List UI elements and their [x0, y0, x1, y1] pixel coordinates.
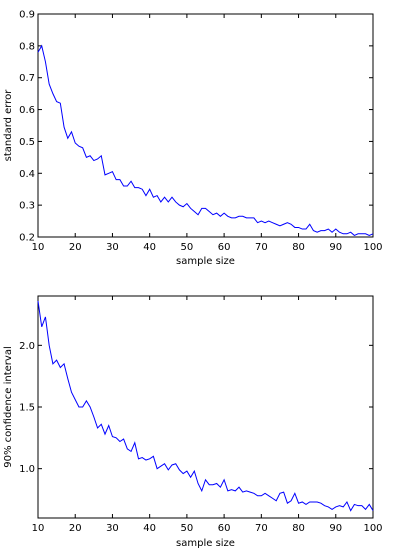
- x-tick-label: 90: [329, 242, 342, 253]
- x-tick-label: 40: [143, 242, 156, 253]
- x-tick-label: 10: [32, 242, 45, 253]
- y-tick-label: 1.0: [19, 464, 35, 475]
- x-tick-label: 10: [32, 523, 45, 534]
- x-tick-label: 60: [218, 523, 231, 534]
- series-line: [37, 300, 374, 512]
- x-tick-label: 50: [181, 242, 194, 253]
- y-tick-label: 0.3: [19, 201, 35, 212]
- x-tick-label: 80: [292, 242, 305, 253]
- y-axis-label: standard error: [3, 89, 14, 162]
- x-tick-label: 70: [255, 242, 268, 253]
- x-axis-label: sample size: [176, 256, 235, 267]
- x-tick-label: 100: [363, 242, 382, 253]
- x-tick-label: 20: [69, 242, 82, 253]
- x-tick-label: 40: [143, 523, 156, 534]
- x-tick-label: 100: [363, 523, 382, 534]
- confidence-interval-plot: 10 20 30 40 50 60 70 80 90 100 1.0 1.5 2.0 sample siz…: [3, 295, 383, 549]
- x-tick-label: 80: [292, 523, 305, 534]
- y-tick-label: 0.7: [19, 73, 35, 84]
- x-axis-label: sample size: [176, 538, 235, 549]
- y-tick-label: 1.5: [19, 403, 35, 414]
- y-tick-label: 0.8: [19, 41, 35, 52]
- x-tick-label: 70: [255, 523, 268, 534]
- series-line: [37, 44, 374, 236]
- plot-frame: [37, 295, 374, 519]
- y-tick-label: 2.0: [19, 341, 35, 352]
- x-tick-label: 50: [181, 523, 194, 534]
- y-tick-label: 0.4: [19, 169, 35, 180]
- y-axis-label: 90% confidence interval: [3, 346, 14, 467]
- x-tick-label: 30: [106, 523, 119, 534]
- x-tick-label: 60: [218, 242, 231, 253]
- y-tick-label: 0.9: [19, 10, 35, 21]
- plot-frame: [37, 13, 374, 238]
- x-tick-label: 30: [106, 242, 119, 253]
- x-tick-label: 90: [329, 523, 342, 534]
- standard-error-plot: 10 20 30 40 50 60 70 80 90 100 0.2 0.3 0.4 0.5 0.6 0.7 0…: [3, 10, 383, 268]
- y-tick-label: 0.5: [19, 137, 35, 148]
- y-tick-label: 0.2: [19, 233, 35, 244]
- x-tick-label: 20: [69, 523, 82, 534]
- y-tick-label: 0.6: [19, 105, 35, 116]
